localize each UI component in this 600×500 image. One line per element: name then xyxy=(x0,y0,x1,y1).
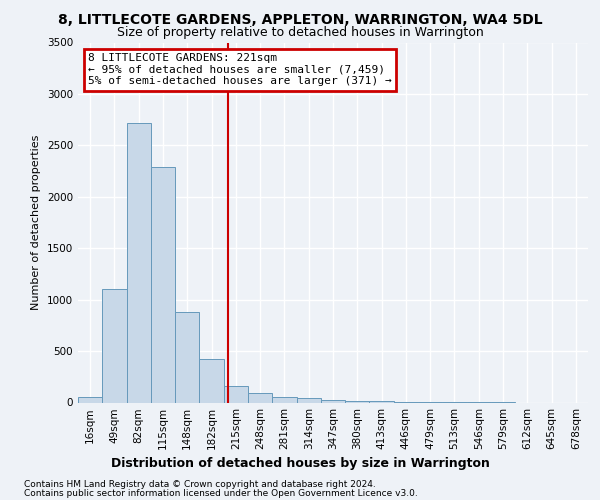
Bar xyxy=(296,398,321,402)
Bar xyxy=(151,167,175,402)
Bar xyxy=(272,397,296,402)
Y-axis label: Number of detached properties: Number of detached properties xyxy=(31,135,41,310)
Bar xyxy=(127,122,151,402)
Bar xyxy=(248,393,272,402)
Bar xyxy=(175,312,199,402)
Text: Contains public sector information licensed under the Open Government Licence v3: Contains public sector information licen… xyxy=(24,488,418,498)
Text: Contains HM Land Registry data © Crown copyright and database right 2024.: Contains HM Land Registry data © Crown c… xyxy=(24,480,376,489)
Bar xyxy=(345,401,370,402)
Bar xyxy=(199,360,224,403)
Bar xyxy=(224,386,248,402)
Text: 8 LITTLECOTE GARDENS: 221sqm
← 95% of detached houses are smaller (7,459)
5% of : 8 LITTLECOTE GARDENS: 221sqm ← 95% of de… xyxy=(88,54,392,86)
Text: Distribution of detached houses by size in Warrington: Distribution of detached houses by size … xyxy=(110,458,490,470)
Text: Size of property relative to detached houses in Warrington: Size of property relative to detached ho… xyxy=(116,26,484,39)
Bar xyxy=(78,398,102,402)
Bar xyxy=(321,400,345,402)
Bar xyxy=(102,290,127,403)
Text: 8, LITTLECOTE GARDENS, APPLETON, WARRINGTON, WA4 5DL: 8, LITTLECOTE GARDENS, APPLETON, WARRING… xyxy=(58,12,542,26)
